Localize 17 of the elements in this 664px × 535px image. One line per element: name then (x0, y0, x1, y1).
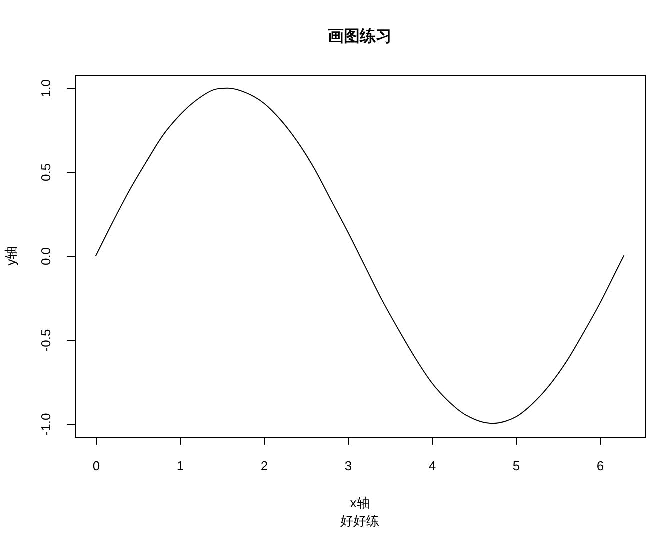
y-tick-label: 0.5 (38, 163, 54, 182)
y-tick-label: 0.0 (38, 247, 54, 266)
x-tick-label: 2 (260, 458, 268, 474)
x-tick-label: 0 (92, 458, 100, 474)
x-tick-label: 6 (596, 458, 604, 474)
y-tick-label: -1.0 (38, 413, 54, 436)
y-axis-title: y轴 (4, 246, 19, 266)
x-tick-label: 3 (344, 458, 352, 474)
x-tick-label: 1 (176, 458, 184, 474)
y-tick-label: -0.5 (38, 329, 54, 352)
chart-title: 画图练习 (328, 27, 392, 46)
text: 好好练 (340, 514, 380, 529)
line-series (96, 88, 624, 424)
x-tick-label: 5 (512, 458, 520, 474)
x-tick-label: 4 (428, 458, 436, 474)
x-axis-title: x轴 (350, 496, 370, 511)
y-tick-label: 1.0 (38, 79, 54, 98)
